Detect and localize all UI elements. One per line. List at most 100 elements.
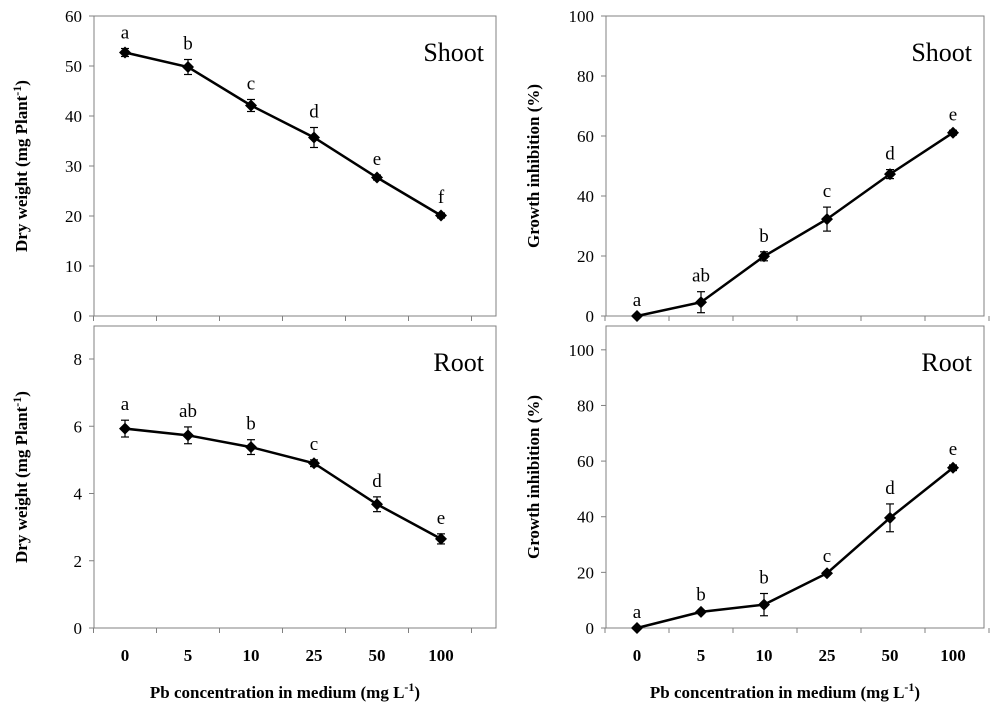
significance-letter: ab <box>692 266 710 287</box>
significance-letter: e <box>949 104 957 125</box>
x-tick-label: 25 <box>819 646 836 665</box>
significance-letter: b <box>246 414 256 435</box>
data-point <box>308 457 320 470</box>
data-point <box>695 605 707 618</box>
significance-letter: c <box>823 546 831 567</box>
y-tick-label: 2 <box>74 552 83 571</box>
x-tick-label: 25 <box>306 646 323 665</box>
significance-letter: a <box>633 290 642 311</box>
y-tick-label: 100 <box>569 341 595 360</box>
data-point <box>758 250 770 263</box>
significance-letter: b <box>759 226 769 247</box>
x-tick-label: 5 <box>697 646 706 665</box>
y-tick-label: 0 <box>586 619 595 638</box>
significance-letter: e <box>949 439 957 460</box>
y-tick-label: 30 <box>65 157 82 176</box>
data-point <box>884 168 896 181</box>
significance-letter: d <box>885 478 895 499</box>
data-point <box>435 532 447 545</box>
y-tick-label: 4 <box>74 485 83 504</box>
significance-letter: c <box>310 434 318 455</box>
significance-letter: f <box>438 187 445 208</box>
y-tick-label: 60 <box>577 127 594 146</box>
x-tick-label: 10 <box>756 646 773 665</box>
panel-title: Shoot <box>423 38 484 67</box>
significance-letter: d <box>309 102 319 123</box>
y-axis-label: Growth inhibition (%) <box>524 84 543 248</box>
chart-panel-3: 0 2 4 6 8 0 5 10 25 50 100 Dry weight (mg Plant-1) P… <box>10 325 497 702</box>
y-tick-label: 40 <box>65 107 82 126</box>
y-tick-label: 20 <box>65 207 82 226</box>
data-point <box>821 567 833 580</box>
significance-letter: a <box>121 394 130 415</box>
significance-letter: b <box>759 568 769 589</box>
y-tick-label: 60 <box>65 7 82 26</box>
significance-letter: e <box>437 508 445 529</box>
x-tick-label: 5 <box>184 646 193 665</box>
data-point <box>371 498 383 511</box>
data-point <box>119 46 131 59</box>
y-axis-label: Growth inhibition (%) <box>524 395 543 559</box>
significance-letter: b <box>183 34 193 55</box>
data-point <box>631 622 643 634</box>
x-tick-label: 100 <box>428 646 454 665</box>
plot-frame <box>93 325 497 629</box>
y-tick-label: 80 <box>577 67 594 86</box>
y-tick-label: 0 <box>74 307 83 326</box>
x-tick-label: 0 <box>633 646 642 665</box>
y-tick-label: 0 <box>74 619 83 638</box>
series-line <box>124 51 442 217</box>
significance-letter: d <box>372 471 382 492</box>
x-tick-label: 50 <box>369 646 386 665</box>
significance-letter: ab <box>179 401 197 422</box>
x-tick-label: 50 <box>882 646 899 665</box>
significance-letter: b <box>696 584 706 605</box>
x-tick-label: 100 <box>940 646 966 665</box>
data-point <box>371 171 383 184</box>
data-point <box>245 441 257 454</box>
series-line <box>636 131 954 318</box>
significance-letter: c <box>823 181 831 202</box>
panel-title: Root <box>433 348 484 377</box>
significance-letter: a <box>633 602 642 623</box>
data-point <box>884 511 896 524</box>
y-tick-label: 6 <box>74 417 83 436</box>
significance-letter: e <box>373 149 381 170</box>
data-point <box>182 429 194 442</box>
y-tick-label: 20 <box>577 563 594 582</box>
x-axis-label: Pb concentration in medium (mg L-1) <box>150 680 420 702</box>
series-line <box>636 466 954 630</box>
y-axis-label: Dry weight (mg Plant-1) <box>10 80 31 252</box>
data-point <box>947 126 959 139</box>
x-tick-label: 10 <box>243 646 260 665</box>
data-point <box>758 598 770 611</box>
significance-letter: c <box>247 74 255 95</box>
panel-title: Root <box>921 348 972 377</box>
y-tick-label: 0 <box>586 307 595 326</box>
x-tick-label: 0 <box>121 646 130 665</box>
y-tick-label: 8 <box>74 350 83 369</box>
panel-title: Shoot <box>911 38 972 67</box>
data-point <box>119 422 131 435</box>
y-tick-label: 60 <box>577 452 594 471</box>
x-axis-label: Pb concentration in medium (mg L-1) <box>650 680 920 702</box>
significance-letter: d <box>885 144 895 165</box>
data-point <box>308 131 320 144</box>
y-tick-label: 100 <box>569 7 595 26</box>
data-point <box>245 99 257 112</box>
data-point <box>947 461 959 474</box>
y-tick-label: 20 <box>577 247 594 266</box>
y-tick-label: 80 <box>577 396 594 415</box>
y-tick-label: 10 <box>65 257 82 276</box>
data-point <box>695 296 707 309</box>
chart-panel-1: 0 10 20 30 40 50 60 Dry weight (mg Plant-1) Shoo… <box>10 7 497 326</box>
significance-letter: a <box>121 23 130 44</box>
data-point <box>182 61 194 73</box>
y-tick-label: 40 <box>577 187 594 206</box>
y-axis-label: Dry weight (mg Plant-1) <box>10 391 31 563</box>
data-point <box>821 213 833 226</box>
chart-panel-4: 0 20 40 60 80 100 0 5 10 25 50 100 Growth inhibition… <box>524 325 990 702</box>
chart-panel-2: 0 20 40 60 80 100 Growth inhibition (%) Shoot a a… <box>524 7 990 326</box>
data-point <box>435 209 447 222</box>
